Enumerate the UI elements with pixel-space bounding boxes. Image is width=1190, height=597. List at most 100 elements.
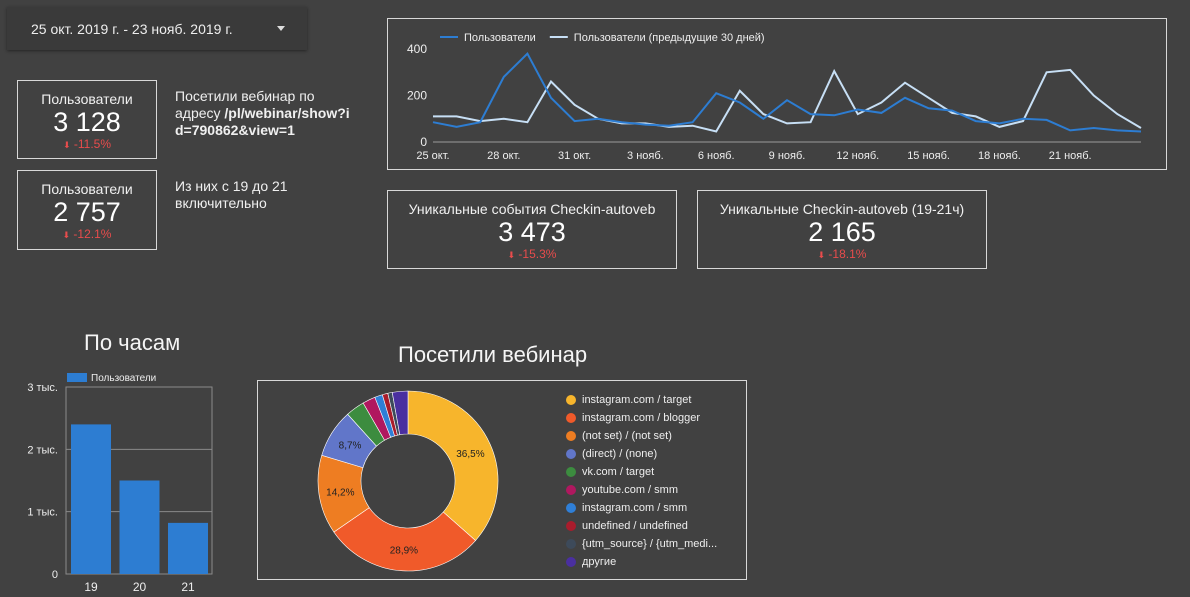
x-tick-label: 12 нояб. <box>836 150 879 162</box>
y-tick-label: 0 <box>420 135 427 149</box>
slice-label: 28,9% <box>390 545 418 556</box>
hours-chart-title: По часам <box>84 330 181 355</box>
slice-label: 14,2% <box>326 488 354 499</box>
scorecard-label: Уникальные Checkin-autoveb (19-21ч) <box>719 201 965 217</box>
y-tick-label: 2 тыс. <box>27 444 58 456</box>
legend-item: undefined / undefined <box>566 517 717 535</box>
webinar-url: /pl/webinar/show?id=790862&view=1 <box>175 105 350 138</box>
x-tick-label: 31 окт. <box>558 150 591 162</box>
legend-label: Пользователи (предыдущие 30 дней) <box>574 32 765 44</box>
date-range-label: 25 окт. 2019 г. - 23 нояб. 2019 г. <box>31 20 233 37</box>
legend-item: instagram.com / blogger <box>566 409 717 427</box>
legend-label: instagram.com / blogger <box>582 412 700 424</box>
legend-item: vk.com / target <box>566 463 717 481</box>
donut-slice <box>407 390 499 541</box>
x-tick-label: 20 <box>133 580 147 594</box>
legend-swatch <box>566 539 576 549</box>
down-arrow-icon: ⬇ <box>62 230 71 240</box>
y-tick-label: 3 тыс. <box>27 382 58 394</box>
scorecard-label: Пользователи <box>41 181 133 197</box>
down-arrow-icon: ⬇ <box>62 140 71 150</box>
slice-label: 36,5% <box>456 449 484 460</box>
scorecard-unique-checkin-19-21: Уникальные Checkin-autoveb (19-21ч) 2 16… <box>697 190 987 269</box>
x-tick-label: 18 нояб. <box>978 150 1021 162</box>
legend-label: Пользователи <box>464 32 536 44</box>
legend-swatch <box>566 431 576 441</box>
x-tick-label: 21 <box>181 580 195 594</box>
donut-legend: instagram.com / target instagram.com / bl… <box>566 391 717 571</box>
donut-slice <box>333 507 476 572</box>
slice-label: 8,7% <box>339 440 362 451</box>
legend-swatch <box>566 395 576 405</box>
legend-item: (direct) / (none) <box>566 445 717 463</box>
hours-bar-chart: 0 1 тыс. 2 тыс. 3 тыс. 19 20 21 Пользователи <box>27 373 213 594</box>
legend-label: vk.com / target <box>582 466 655 478</box>
legend-label: другие <box>582 556 617 568</box>
bar <box>119 480 160 574</box>
sources-donut-chart: 36,5% 28,9% 14,2% 8,7% <box>317 390 499 572</box>
legend-label: undefined / undefined <box>582 520 688 532</box>
legend-item: {utm_source} / {utm_medi... <box>566 535 717 553</box>
legend-label: instagram.com / smm <box>582 502 688 514</box>
donut-slice <box>391 390 409 436</box>
legend-label: (not set) / (not set) <box>582 430 672 442</box>
scorecard-value: 2 757 <box>53 197 121 227</box>
y-tick-label: 0 <box>52 569 58 581</box>
legend-swatch <box>566 449 576 459</box>
scorecard-value: 3 473 <box>498 217 566 247</box>
x-tick-label: 3 нояб. <box>627 150 664 162</box>
bar <box>71 424 111 574</box>
visited-webinar-note: Посетили вебинар по адресу /pl/webinar/s… <box>175 88 350 138</box>
scorecard-users-19-21: Пользователи 2 757 ⬇ -12.1% <box>17 170 157 250</box>
donut-chart-title: Посетили вебинар <box>398 342 588 367</box>
legend-swatch <box>67 373 87 382</box>
legend-item: youtube.com / smm <box>566 481 717 499</box>
legend-swatch <box>566 467 576 477</box>
y-tick-label: 400 <box>407 42 427 56</box>
scorecard-delta: ⬇ -12.1% <box>62 227 112 241</box>
legend-swatch <box>566 485 576 495</box>
x-tick-label: 19 <box>84 580 98 594</box>
legend-swatch <box>566 557 576 567</box>
legend-label: (direct) / (none) <box>582 448 658 460</box>
timeseries-svg: 0 200 400 25 окт. 28 окт. 31 окт. 3 нояб. 6 ноя… <box>407 32 1142 162</box>
legend-swatch <box>566 521 576 531</box>
legend-label: {utm_source} / {utm_medi... <box>582 538 718 550</box>
x-tick-label: 9 нояб. <box>769 150 806 162</box>
x-tick-label: 15 нояб. <box>907 150 950 162</box>
legend-item: instagram.com / smm <box>566 499 717 517</box>
sources-donut-panel: 36,5% 28,9% 14,2% 8,7% instagram.com / targ… <box>257 380 747 580</box>
x-tick-label: 6 нояб. <box>698 150 735 162</box>
legend-label: Пользователи <box>91 373 156 384</box>
scorecard-delta: ⬇ -11.5% <box>62 137 112 151</box>
scorecard-unique-events: Уникальные события Checkin-autoveb 3 473… <box>387 190 677 269</box>
legend-label: instagram.com / target <box>582 394 692 406</box>
subset-note: Из них с 19 до 21 включительно <box>175 178 288 211</box>
legend-item: (not set) / (not set) <box>566 427 717 445</box>
bar <box>168 522 208 574</box>
x-tick-label: 28 окт. <box>487 150 520 162</box>
x-tick-label: 21 нояб. <box>1049 150 1092 162</box>
date-range-picker[interactable]: 25 окт. 2019 г. - 23 нояб. 2019 г. <box>7 7 307 50</box>
series-line <box>433 68 1142 133</box>
legend-item: другие <box>566 553 717 571</box>
scorecard-label: Пользователи <box>41 91 133 107</box>
scorecard-users: Пользователи 3 128 ⬇ -11.5% <box>17 80 157 159</box>
y-tick-label: 1 тыс. <box>27 507 58 519</box>
x-tick-label: 25 окт. <box>416 150 449 162</box>
legend-swatch <box>566 503 576 513</box>
scorecard-delta: ⬇ -15.3% <box>507 247 557 261</box>
caret-down-icon <box>277 26 285 31</box>
legend-item: instagram.com / target <box>566 391 717 409</box>
scorecard-label: Уникальные события Checkin-autoveb <box>408 201 656 217</box>
users-timeseries-chart: 0 200 400 25 окт. 28 окт. 31 окт. 3 нояб. 6 ноя… <box>387 18 1167 170</box>
legend-swatch <box>566 413 576 423</box>
y-tick-label: 200 <box>407 89 427 103</box>
series-line <box>432 52 1142 133</box>
down-arrow-icon: ⬇ <box>817 250 826 260</box>
legend-label: youtube.com / smm <box>582 484 678 496</box>
down-arrow-icon: ⬇ <box>507 250 516 260</box>
scorecard-value: 2 165 <box>808 217 876 247</box>
scorecard-value: 3 128 <box>53 107 121 137</box>
scorecard-delta: ⬇ -18.1% <box>817 247 867 261</box>
